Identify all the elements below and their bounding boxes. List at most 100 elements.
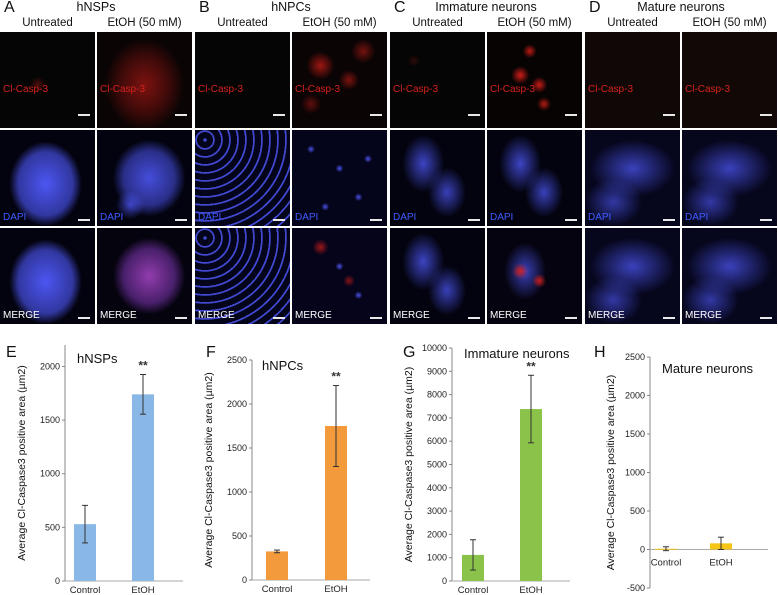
category-label: EtOH (131, 585, 154, 595)
scale-bar (175, 219, 187, 221)
chart-letter-g: G (403, 344, 415, 361)
channel-label: Cl-Casp-3 (3, 84, 49, 95)
significance-marker: ** (526, 359, 536, 373)
channel-label: MERGE (393, 310, 430, 321)
y-axis-label: Average Cl-Caspase3 positive area (µm2) (203, 372, 215, 568)
channel-label: DAPI (393, 212, 417, 223)
channel-label: Cl-Casp-3 (685, 84, 731, 95)
micrograph-a-untreated-cl-casp-3: Cl-Casp-3 (0, 32, 95, 128)
scale-bar (78, 114, 90, 116)
channel-label: DAPI (490, 212, 514, 223)
bar-etoh (325, 426, 347, 580)
chart-title: hNSPs (77, 351, 118, 366)
y-tick-label: 7000 (427, 413, 447, 423)
channel-label: Cl-Casp-3 (490, 84, 536, 95)
scale-bar (468, 317, 480, 319)
micrograph-d-untreated-dapi: DAPI (585, 130, 680, 226)
scale-bar (468, 114, 480, 116)
micrograph-d-etoh-cl-casp-3: Cl-Casp-3 (682, 32, 777, 128)
micrograph-b-untreated-cl-casp-3: Cl-Casp-3 (195, 32, 290, 128)
condition-label: Untreated (22, 17, 73, 29)
scale-bar (468, 219, 480, 221)
y-axis-label: Average Cl-Caspase3 positive area (µm2) (403, 367, 415, 563)
y-tick-label: 1000 (427, 553, 447, 563)
scale-bar (273, 114, 285, 116)
panel-title: hNPCs (271, 0, 311, 14)
y-tick-label: 0 (442, 576, 447, 586)
bar-etoh (520, 409, 542, 581)
scale-bar (78, 317, 90, 319)
channel-label: MERGE (295, 310, 332, 321)
panel-letter-c: C (394, 0, 406, 16)
category-label: EtOH (709, 558, 732, 569)
scale-bar (663, 219, 675, 221)
panel-title: Immature neurons (435, 0, 537, 14)
micrograph-d-untreated-merge: MERGE (585, 228, 680, 324)
micrograph-c-etoh-cl-casp-3: Cl-Casp-3 (487, 32, 582, 128)
condition-label: Untreated (607, 17, 658, 29)
channel-label: DAPI (100, 212, 124, 223)
micrograph-c-etoh-merge: MERGE (487, 228, 582, 324)
micrograph-b-untreated-dapi: DAPI (195, 130, 290, 226)
channel-label: DAPI (198, 212, 222, 223)
y-tick-label: 1500 (40, 415, 60, 425)
category-label: Control (262, 584, 293, 595)
condition-label: Untreated (217, 17, 268, 29)
scale-bar (760, 317, 772, 319)
y-tick-label: -500 (627, 583, 645, 593)
scale-bar (78, 219, 90, 221)
y-tick-label: 1000 (40, 469, 60, 479)
y-tick-label: 8000 (427, 390, 447, 400)
channel-label: Cl-Casp-3 (588, 84, 634, 95)
scale-bar (663, 317, 675, 319)
micrograph-c-untreated-cl-casp-3: Cl-Casp-3 (390, 32, 485, 128)
y-tick-label: 0 (55, 576, 60, 586)
y-tick-label: 1500 (625, 429, 645, 439)
y-tick-label: 1500 (227, 443, 247, 453)
scale-bar (273, 219, 285, 221)
y-axis-label: Average Cl-Caspase3 positive area (µm2) (605, 375, 617, 571)
y-tick-label: 500 (232, 531, 247, 541)
y-tick-label: 9000 (427, 366, 447, 376)
chart-title: Mature neurons (662, 361, 754, 376)
category-label: Control (458, 585, 489, 595)
panel-title: hNSPs (76, 0, 116, 14)
micrograph-a-etoh-cl-casp-3: Cl-Casp-3 (97, 32, 192, 128)
scale-bar (760, 219, 772, 221)
category-label: EtOH (324, 584, 347, 595)
y-tick-label: 4000 (427, 483, 447, 493)
scale-bar (370, 114, 382, 116)
scale-bar (175, 317, 187, 319)
panel-letter-d: D (589, 0, 601, 16)
scale-bar (175, 114, 187, 116)
micrograph-b-etoh-merge: MERGE (292, 228, 387, 324)
significance-marker: ** (138, 359, 148, 373)
micrograph-b-untreated-merge: MERGE (195, 228, 290, 324)
scale-bar (370, 317, 382, 319)
condition-label: EtOH (50 mM) (692, 17, 767, 29)
y-tick-label: 5000 (427, 460, 447, 470)
panel-letter-a: A (4, 0, 15, 16)
channel-label: DAPI (295, 212, 319, 223)
y-tick-label: 500 (630, 506, 645, 516)
y-tick-label: 0 (242, 575, 247, 585)
y-tick-label: 2000 (427, 529, 447, 539)
y-tick-label: 6000 (427, 436, 447, 446)
bar-control (74, 524, 96, 581)
micrograph-d-untreated-cl-casp-3: Cl-Casp-3 (585, 32, 680, 128)
channel-label: MERGE (100, 310, 137, 321)
panel-title: Mature neurons (637, 0, 725, 14)
micrograph-c-untreated-merge: MERGE (390, 228, 485, 324)
y-tick-label: 2000 (625, 391, 645, 401)
micrograph-a-etoh-merge: MERGE (97, 228, 192, 324)
y-tick-label: 1000 (227, 487, 247, 497)
bar-etoh (132, 394, 154, 581)
micrograph-a-etoh-dapi: DAPI (97, 130, 192, 226)
y-tick-label: 10000 (422, 343, 447, 353)
channel-label: DAPI (685, 212, 709, 223)
channel-label: DAPI (588, 212, 612, 223)
scale-bar (565, 219, 577, 221)
channel-label: MERGE (490, 310, 527, 321)
channel-label: Cl-Casp-3 (198, 84, 244, 95)
